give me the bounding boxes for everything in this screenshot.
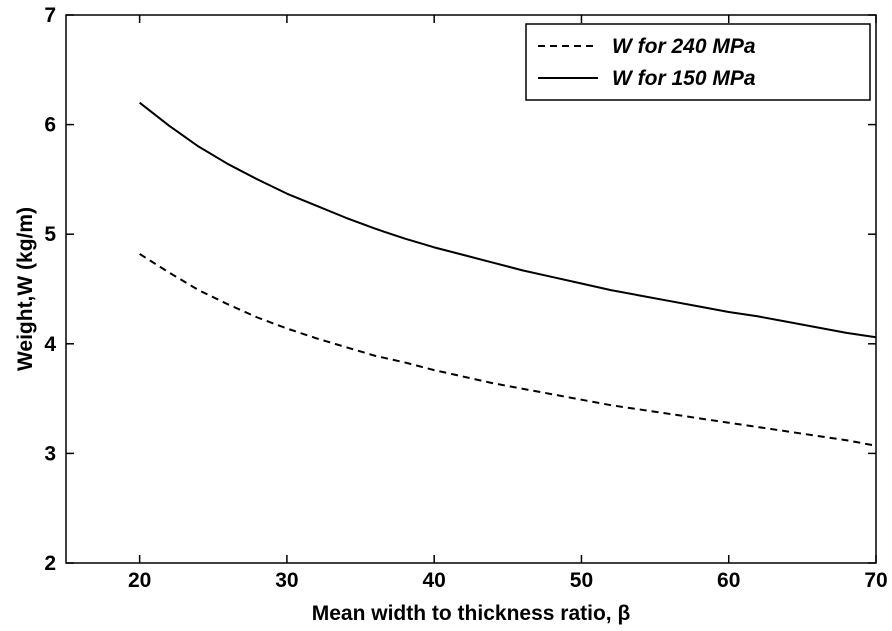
x-tick-label: 60: [717, 569, 740, 592]
y-tick-label: 5: [44, 223, 56, 246]
x-tick-label: 30: [275, 569, 298, 592]
axis-ticks: [66, 14, 877, 564]
series-line-150-mpa: [139, 101, 877, 339]
x-tick-label: 40: [423, 569, 446, 592]
y-tick-label: 4: [44, 333, 56, 356]
series-line-240-mpa: [139, 253, 877, 447]
y-tick-labels: 2 3 4 5 6 7: [44, 4, 56, 575]
legend-label-150: W for 150 MPa: [612, 67, 756, 90]
plot-area: [65, 14, 877, 564]
y-tick-label: 7: [44, 4, 56, 27]
legend-box: [525, 23, 871, 101]
y-tick-label: 6: [44, 114, 56, 137]
y-tick-label: 2: [44, 552, 56, 575]
x-tick-labels: 20 30 40 50 60 70: [128, 569, 888, 592]
x-tick-label: 70: [864, 569, 887, 592]
y-tick-label: 3: [44, 442, 56, 465]
series-layer: [139, 101, 877, 447]
legend: W for 240 MPa W for 150 MPa: [525, 23, 871, 101]
x-tick-label: 20: [128, 569, 151, 592]
x-axis-label: Mean width to thickness ratio, β: [312, 602, 631, 625]
x-tick-label: 50: [570, 569, 593, 592]
legend-label-240: W for 240 MPa: [612, 35, 756, 58]
y-axis-label: Weight,W (kg/m): [14, 207, 37, 371]
